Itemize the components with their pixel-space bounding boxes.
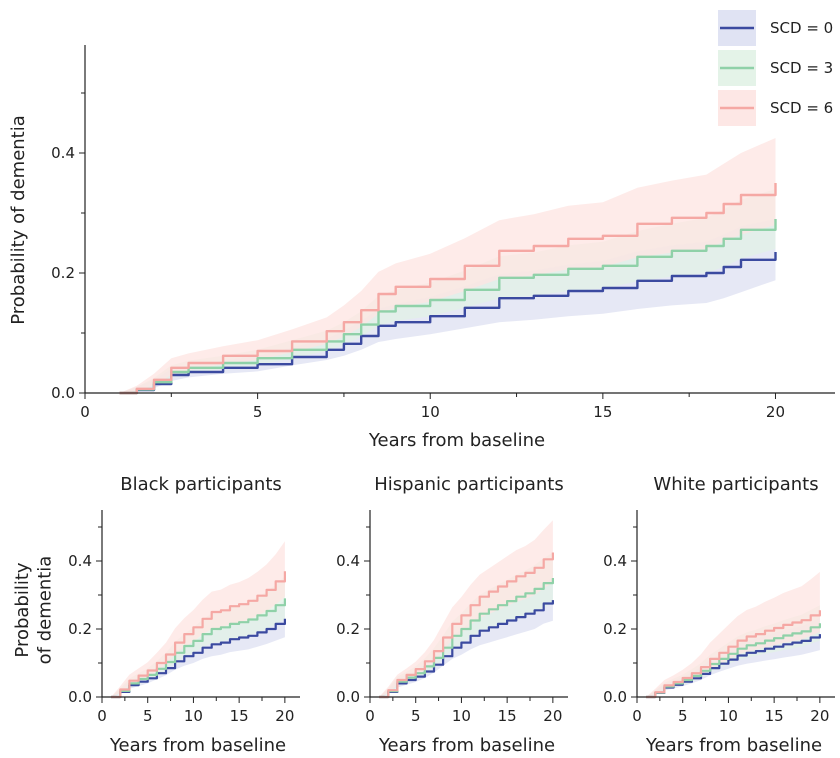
x-axis-label: Years from baseline bbox=[378, 735, 555, 756]
ci-band-scd-6 bbox=[646, 571, 820, 697]
black-participants-panel: 0.0 0.2 0.4 0 5 10 15 20 Years from baseline Prob… bbox=[12, 474, 300, 756]
y-axis-label: Probabilityof dementia bbox=[12, 556, 56, 665]
y-tick-label: 0.2 bbox=[51, 264, 75, 282]
y-tick-label: 0.4 bbox=[68, 552, 92, 570]
series-line-scd-6 bbox=[379, 552, 554, 699]
y-tick-label: 0.4 bbox=[603, 552, 627, 570]
y-tick-label: 0.2 bbox=[603, 620, 627, 638]
x-tick-label: 10 bbox=[421, 403, 440, 421]
series-line-scd-6 bbox=[111, 571, 286, 699]
series-line-scd-3 bbox=[379, 578, 554, 699]
series-line-scd-0 bbox=[111, 618, 286, 699]
white-participants-panel: 0.0 0.2 0.4 0 5 10 15 20 Years from baseline Whit… bbox=[603, 474, 835, 756]
y-tick-label: 0.4 bbox=[51, 144, 75, 162]
legend-label: SCD = 3 bbox=[770, 59, 833, 77]
x-tick-label: 0 bbox=[80, 403, 90, 421]
x-tick-label: 0 bbox=[632, 707, 642, 725]
panel-title: Black participants bbox=[120, 474, 282, 495]
legend-label: SCD = 6 bbox=[770, 99, 833, 117]
x-tick-label: 20 bbox=[810, 707, 829, 725]
panel-title: Hispanic participants bbox=[374, 474, 564, 495]
panel-title: White participants bbox=[653, 474, 818, 495]
y-tick-label: 0.0 bbox=[336, 688, 360, 706]
x-tick-label: 15 bbox=[230, 707, 249, 725]
series-line-scd-3 bbox=[111, 598, 286, 699]
x-tick-label: 5 bbox=[143, 707, 153, 725]
y-tick-label: 0.2 bbox=[336, 620, 360, 638]
y-axis-label: Probability of dementia bbox=[8, 115, 29, 325]
y-tick-label: 0.0 bbox=[603, 688, 627, 706]
series-line-scd-6 bbox=[119, 183, 777, 395]
x-tick-label: 15 bbox=[593, 403, 612, 421]
hispanic-participants-panel: 0.0 0.2 0.4 0 5 10 15 20 Years from baseline Hisp… bbox=[336, 474, 568, 756]
y-tick-label: 0.0 bbox=[68, 688, 92, 706]
ci-band-scd-6 bbox=[379, 520, 553, 697]
y-tick-label: 0.0 bbox=[51, 384, 75, 402]
x-tick-label: 20 bbox=[766, 403, 785, 421]
main-panel: 0.0 0.2 0.4 0 5 10 15 20 Years from baseline Prob… bbox=[8, 45, 835, 451]
x-tick-label: 0 bbox=[365, 707, 375, 725]
x-axis-label: Years from baseline bbox=[109, 735, 286, 756]
legend: SCD = 0 SCD = 3 SCD = 6 bbox=[718, 10, 833, 126]
legend-label: SCD = 0 bbox=[770, 19, 833, 37]
x-tick-label: 5 bbox=[678, 707, 688, 725]
ci-band-scd-6 bbox=[119, 138, 776, 393]
series-line-scd-6 bbox=[646, 610, 821, 699]
x-tick-label: 0 bbox=[97, 707, 107, 725]
x-tick-label: 5 bbox=[411, 707, 421, 725]
y-tick-label: 0.2 bbox=[68, 620, 92, 638]
x-axis-label: Years from baseline bbox=[645, 735, 822, 756]
x-tick-label: 20 bbox=[275, 707, 294, 725]
series-line-scd-0 bbox=[379, 600, 554, 699]
x-tick-label: 15 bbox=[498, 707, 517, 725]
series-line-scd-0 bbox=[646, 634, 821, 699]
y-tick-label: 0.4 bbox=[336, 552, 360, 570]
x-tick-label: 5 bbox=[253, 403, 263, 421]
x-tick-label: 15 bbox=[765, 707, 784, 725]
series-line-scd-3 bbox=[646, 623, 821, 699]
x-tick-label: 20 bbox=[543, 707, 562, 725]
x-tick-label: 10 bbox=[719, 707, 738, 725]
x-tick-label: 10 bbox=[452, 707, 471, 725]
x-tick-label: 10 bbox=[184, 707, 203, 725]
x-axis-label: Years from baseline bbox=[368, 430, 545, 451]
ci-band-scd-6 bbox=[111, 541, 285, 697]
